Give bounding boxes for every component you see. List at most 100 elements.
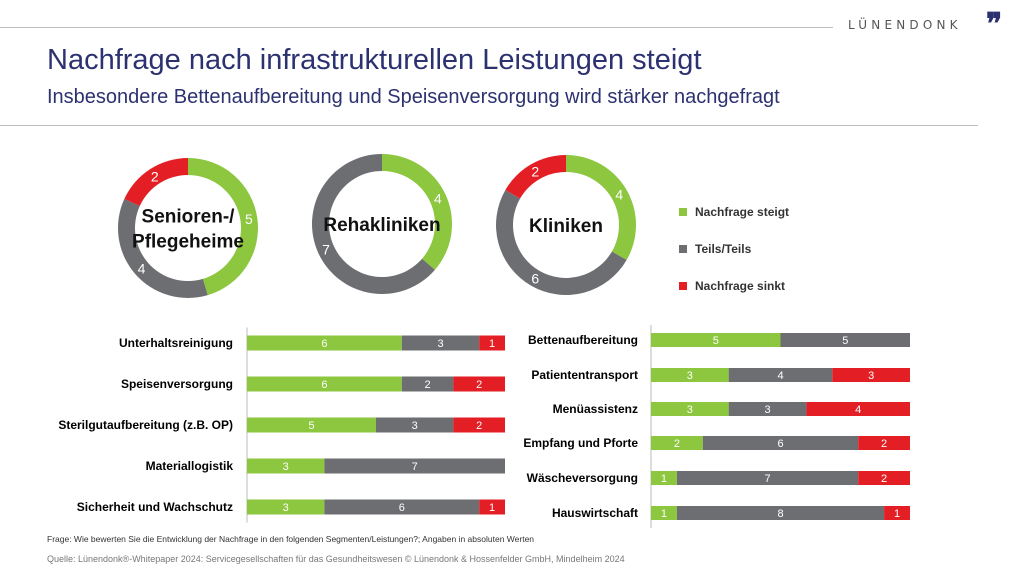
bar-category-label: Bettenaufbereitung [528,333,638,347]
donut-slice-sinkt [505,155,566,199]
legend-item-steigt: Nachfrage steigt [679,205,789,219]
donut-chart: 4 7 Rehakliniken [312,154,452,295]
bar-segment-sinkt [858,471,910,485]
legend-item-sinkt: Nachfrage sinkt [679,279,785,293]
donut-value-label: 4 [615,186,623,202]
bar-value-label: 2 [674,438,680,450]
donut-title: Pflegeheime [132,232,244,253]
bar-category-label: Wäscheversorgung [527,471,638,485]
donut-slice-teils [496,190,627,295]
legend-label: Nachfrage sinkt [695,279,786,293]
bar-segment-teils [324,499,480,515]
legend-swatch-steigt [679,207,687,216]
bar-category-label: Menüassistenz [553,402,638,416]
bar-value-label: 5 [842,335,848,347]
page-subtitle: Insbesondere Bettenaufbereitung und Spei… [47,86,780,108]
bar-value-label: 5 [308,420,314,432]
bar-segment-teils [728,368,833,382]
bar-value-label: 6 [321,379,327,391]
bar-value-label: 2 [476,379,482,391]
bar-value-label: 6 [321,338,327,350]
bar-category-label: Sterilgutaufbereitung (z.B. OP) [58,418,233,432]
bar-value-label: 7 [412,461,418,473]
donut-chart: 5 4 2 Senioren-/ Pflegeheime [117,158,259,299]
bar-value-label: 3 [868,370,874,382]
bar-segment-teils [780,333,910,347]
bar-segment-steigt [247,499,325,515]
bar-value-label: 3 [283,502,289,514]
bar-value-label: 3 [764,404,770,416]
top-divider [0,27,833,28]
legend-swatch-teils [679,244,687,253]
donut-title: Rehakliniken [323,215,440,236]
bar-segment-steigt [247,458,325,474]
source-note: Quelle: Lünendonk®-Whitepaper 2024: Serv… [47,554,625,564]
bar-segment-teils [728,402,807,416]
donut-slice-steigt [188,158,259,296]
bar-category-label: Materiallogistik [146,459,234,473]
page-title: Nachfrage nach infrastrukturellen Leistu… [47,44,702,76]
bar-segment-sinkt [858,436,910,450]
bar-category-label: Hauswirtschaft [552,506,638,520]
bar-segment-sinkt [806,402,910,416]
bar-category-label: Speisenversorgung [121,377,233,391]
bar-segment-steigt [247,376,402,392]
bar-value-label: 3 [412,420,418,432]
bar-segment-steigt [651,436,703,450]
bar-segment-steigt [651,402,729,416]
bar-segment-sinkt [884,506,910,520]
bar-value-label: 3 [437,338,443,350]
donut-value-label: 2 [531,164,539,180]
donut-title: Senioren-/ [142,207,236,228]
bar-value-label: 3 [687,404,693,416]
bar-value-label: 6 [777,438,783,450]
donut-chart: 4 6 2 Kliniken [496,155,636,295]
brand-name: LÜNENDONK [848,18,962,32]
bar-value-label: 6 [399,502,405,514]
bar-value-label: 2 [881,438,887,450]
bar-segment-steigt [651,506,677,520]
donut-slice-teils [117,198,208,299]
legend-label: Teils/Teils [695,242,752,256]
bar-value-label: 3 [283,461,289,473]
bar-value-label: 1 [894,508,900,520]
bar-value-label: 1 [489,338,495,350]
bar-category-label: Unterhaltsreinigung [119,336,233,350]
bar-value-label: 4 [777,370,783,382]
donut-slice-teils [312,154,435,295]
bar-value-label: 2 [881,473,887,485]
bar-segment-teils [401,335,480,351]
donut-value-label: 4 [138,260,146,276]
bar-segment-steigt [247,417,376,433]
legend-swatch-sinkt [679,281,687,290]
bar-value-label: 8 [777,508,783,520]
bar-segment-sinkt [479,335,505,351]
bar-value-label: 1 [489,502,495,514]
bar-segment-teils [376,417,454,433]
donut-slice-steigt [566,155,636,260]
donut-value-label: 4 [434,190,442,206]
stacked-bar-chart: Unterhaltsreinigung 6 3 1 Speisenversorgung 6… [58,327,505,523]
bar-segment-sinkt [479,499,505,515]
stacked-bar-chart: Bettenaufbereitung 5 5 Patiententransport 3 4… [523,325,910,528]
donut-value-label: 6 [531,270,539,286]
bar-value-label: 7 [764,473,770,485]
bar-value-label: 4 [855,404,861,416]
bar-segment-teils [324,458,505,474]
bar-segment-steigt [651,368,729,382]
donut-value-label: 2 [151,168,159,184]
bar-value-label: 1 [661,473,667,485]
brand-quote-icon: ❞ [986,7,1003,42]
bar-segment-steigt [247,335,402,351]
bar-segment-sinkt [832,368,910,382]
donut-value-label: 5 [245,211,253,227]
bar-value-label: 2 [476,420,482,432]
bar-category-label: Sicherheit und Wachschutz [77,500,233,514]
bar-segment-sinkt [453,417,505,433]
bar-segment-teils [676,506,885,520]
legend-label: Nachfrage steigt [695,205,790,219]
bar-segment-steigt [651,471,677,485]
bar-value-label: 5 [713,335,719,347]
donut-slice-sinkt [124,158,188,206]
